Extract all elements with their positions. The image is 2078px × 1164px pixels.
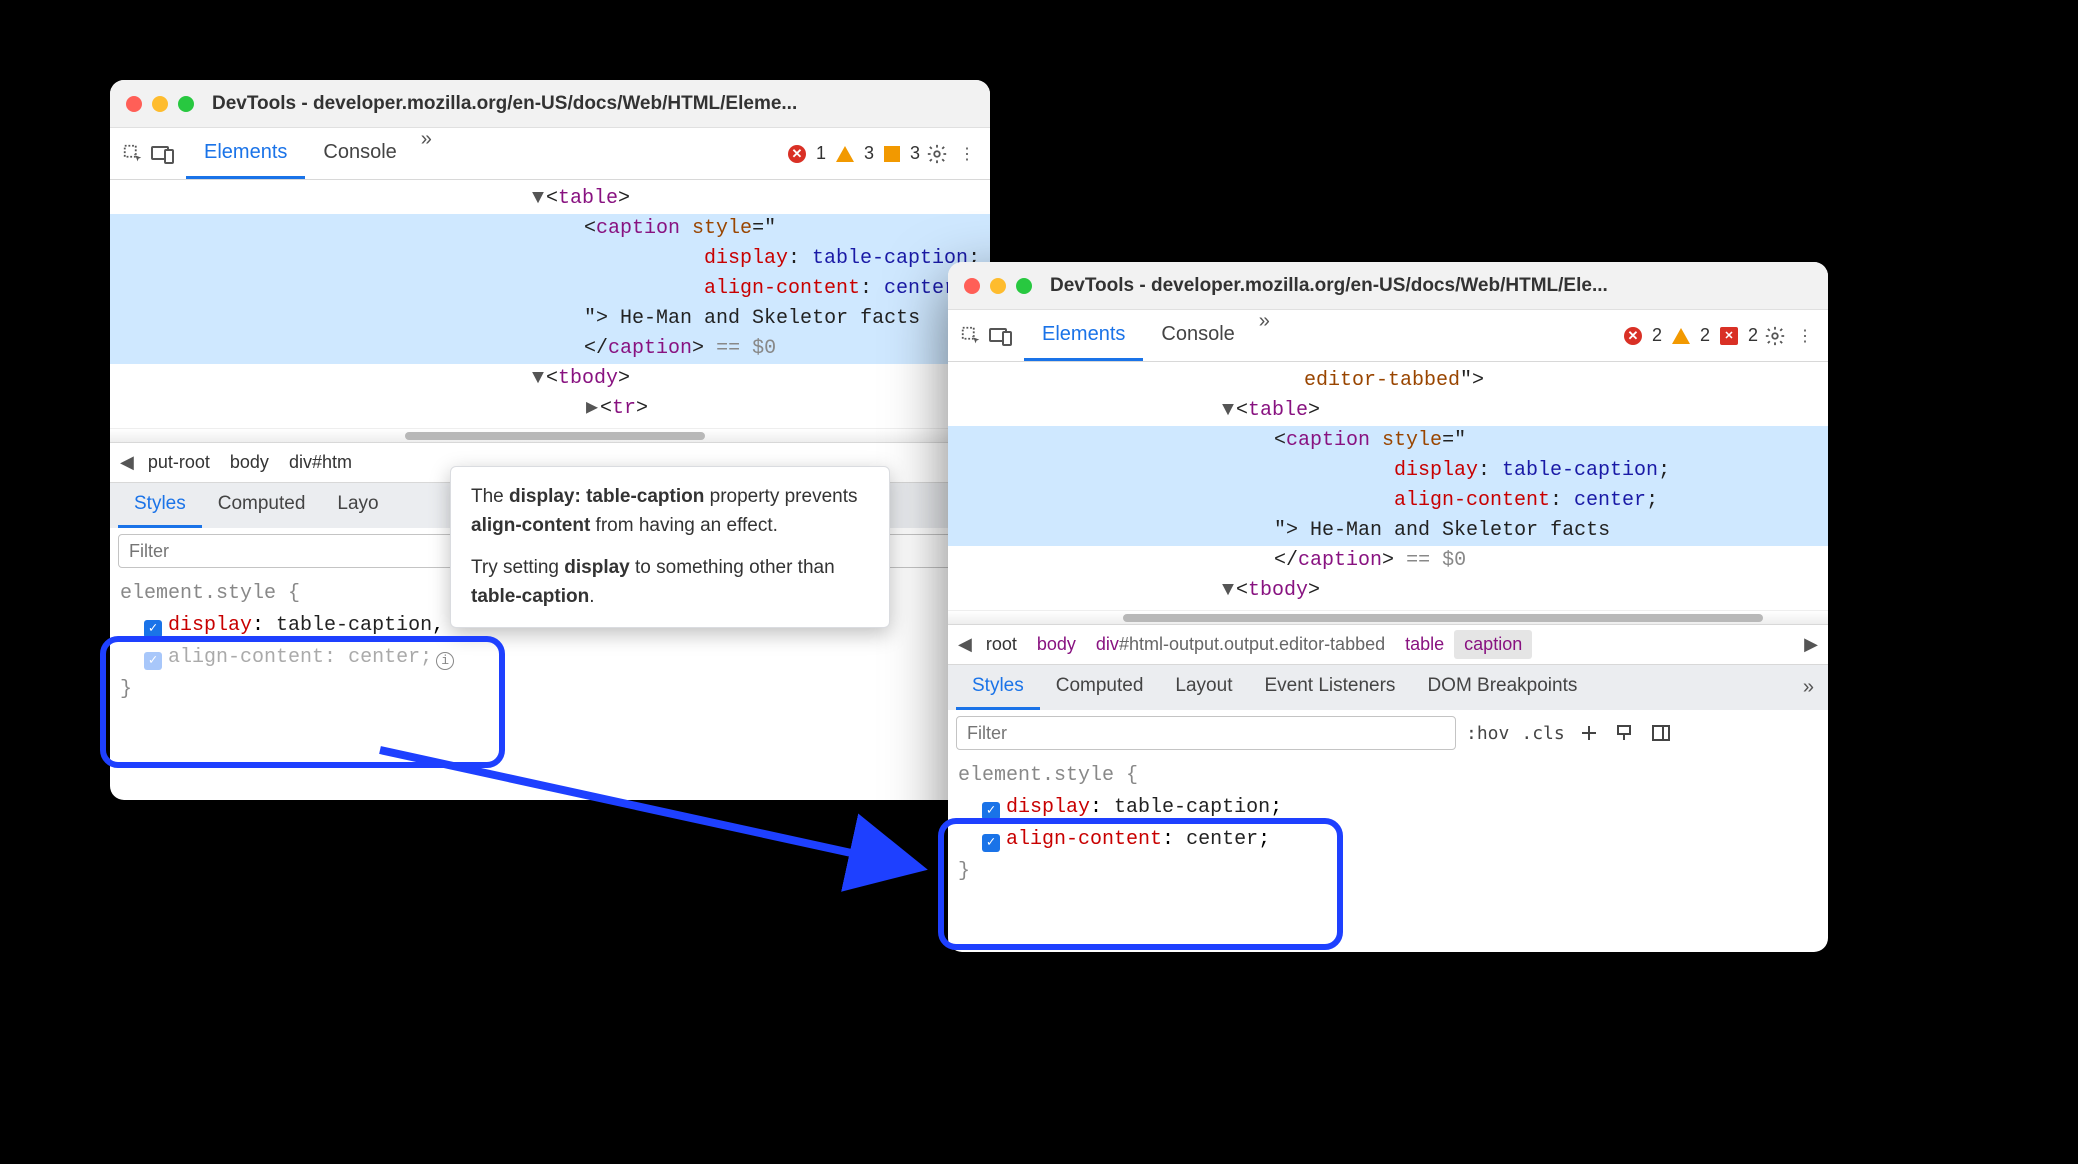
subtab-layout[interactable]: Layout xyxy=(1159,665,1248,710)
error-icon: ✕ xyxy=(1624,327,1642,345)
window-title: DevTools - developer.mozilla.org/en-US/d… xyxy=(212,93,797,115)
css-warning-tooltip: The display: table-caption property prev… xyxy=(450,466,890,628)
tab-elements[interactable]: Elements xyxy=(186,128,305,179)
main-tabs: Elements Console » xyxy=(1024,310,1276,361)
hscrollbar[interactable] xyxy=(948,610,1828,624)
kebab-icon[interactable]: ⋮ xyxy=(1792,323,1818,349)
subtab-computed[interactable]: Computed xyxy=(1040,665,1160,710)
traffic-lights xyxy=(126,96,194,112)
close-icon[interactable] xyxy=(126,96,142,112)
minimize-icon[interactable] xyxy=(152,96,168,112)
gear-icon[interactable] xyxy=(1762,323,1788,349)
paint-icon[interactable] xyxy=(1613,721,1637,745)
chevron-left-icon[interactable]: ◀ xyxy=(954,634,976,655)
panel-icon[interactable] xyxy=(1649,721,1673,745)
styles-subtabs: Styles Computed Layout Event Listeners D… xyxy=(948,664,1828,710)
issue-badges[interactable]: ✕2 2 ✕2 xyxy=(1624,325,1758,346)
error-square-icon: ✕ xyxy=(1720,327,1738,345)
device-toggle-icon[interactable] xyxy=(988,323,1014,349)
flag-icon xyxy=(884,146,900,162)
devtools-window-left: DevTools - developer.mozilla.org/en-US/d… xyxy=(110,80,990,800)
issue-badges[interactable]: ✕1 3 3 xyxy=(788,143,920,164)
tooltip-line-1: The display: table-caption property prev… xyxy=(471,483,869,540)
titlebar: DevTools - developer.mozilla.org/en-US/d… xyxy=(948,262,1828,310)
subtab-layout[interactable]: Layo xyxy=(321,483,394,528)
subtab-dom-breakpoints[interactable]: DOM Breakpoints xyxy=(1411,665,1593,710)
inspect-icon[interactable] xyxy=(958,323,984,349)
tab-elements[interactable]: Elements xyxy=(1024,310,1143,361)
more-subtabs-icon[interactable]: » xyxy=(1797,676,1820,699)
tab-console[interactable]: Console xyxy=(1143,310,1252,361)
error-icon: ✕ xyxy=(788,145,806,163)
add-rule-icon[interactable] xyxy=(1577,721,1601,745)
chevron-left-icon[interactable]: ◀ xyxy=(116,452,138,473)
hscrollbar[interactable] xyxy=(110,428,990,442)
subtab-styles[interactable]: Styles xyxy=(118,483,202,528)
subtab-styles[interactable]: Styles xyxy=(956,665,1040,710)
traffic-lights xyxy=(964,278,1032,294)
hov-toggle[interactable]: :hov xyxy=(1466,723,1509,744)
close-icon[interactable] xyxy=(964,278,980,294)
gear-icon[interactable] xyxy=(924,141,950,167)
devtools-toolbar: Elements Console » ✕1 3 3 ⋮ xyxy=(110,128,990,180)
main-tabs: Elements Console » xyxy=(186,128,438,179)
device-toggle-icon[interactable] xyxy=(150,141,176,167)
kebab-icon[interactable]: ⋮ xyxy=(954,141,980,167)
filter-tools: :hov .cls xyxy=(1466,721,1673,745)
more-tabs-icon[interactable]: » xyxy=(1253,310,1276,361)
tooltip-line-2: Try setting display to something other t… xyxy=(471,554,869,611)
tab-console[interactable]: Console xyxy=(305,128,414,179)
cls-toggle[interactable]: .cls xyxy=(1521,723,1564,744)
dom-tree[interactable]: editor-tabbed">▼<table><caption style="d… xyxy=(948,362,1828,610)
subtab-computed[interactable]: Computed xyxy=(202,483,322,528)
more-tabs-icon[interactable]: » xyxy=(415,128,438,179)
inspect-icon[interactable] xyxy=(120,141,146,167)
zoom-icon[interactable] xyxy=(178,96,194,112)
breadcrumbs[interactable]: ◀ rootbodydiv#html-output.output.editor-… xyxy=(948,624,1828,664)
devtools-toolbar: Elements Console » ✕2 2 ✕2 ⋮ xyxy=(948,310,1828,362)
subtab-event-listeners[interactable]: Event Listeners xyxy=(1248,665,1411,710)
titlebar: DevTools - developer.mozilla.org/en-US/d… xyxy=(110,80,990,128)
window-title: DevTools - developer.mozilla.org/en-US/d… xyxy=(1050,275,1608,297)
filter-row: :hov .cls xyxy=(948,710,1828,756)
devtools-window-right: DevTools - developer.mozilla.org/en-US/d… xyxy=(948,262,1828,952)
minimize-icon[interactable] xyxy=(990,278,1006,294)
warning-icon xyxy=(836,146,854,162)
filter-input[interactable] xyxy=(956,716,1456,750)
styles-pane[interactable]: element.style { ✓display: table-caption;… xyxy=(948,756,1828,898)
dom-tree[interactable]: ▼<table><caption style="display: table-c… xyxy=(110,180,990,428)
warning-icon xyxy=(1672,328,1690,344)
zoom-icon[interactable] xyxy=(1016,278,1032,294)
